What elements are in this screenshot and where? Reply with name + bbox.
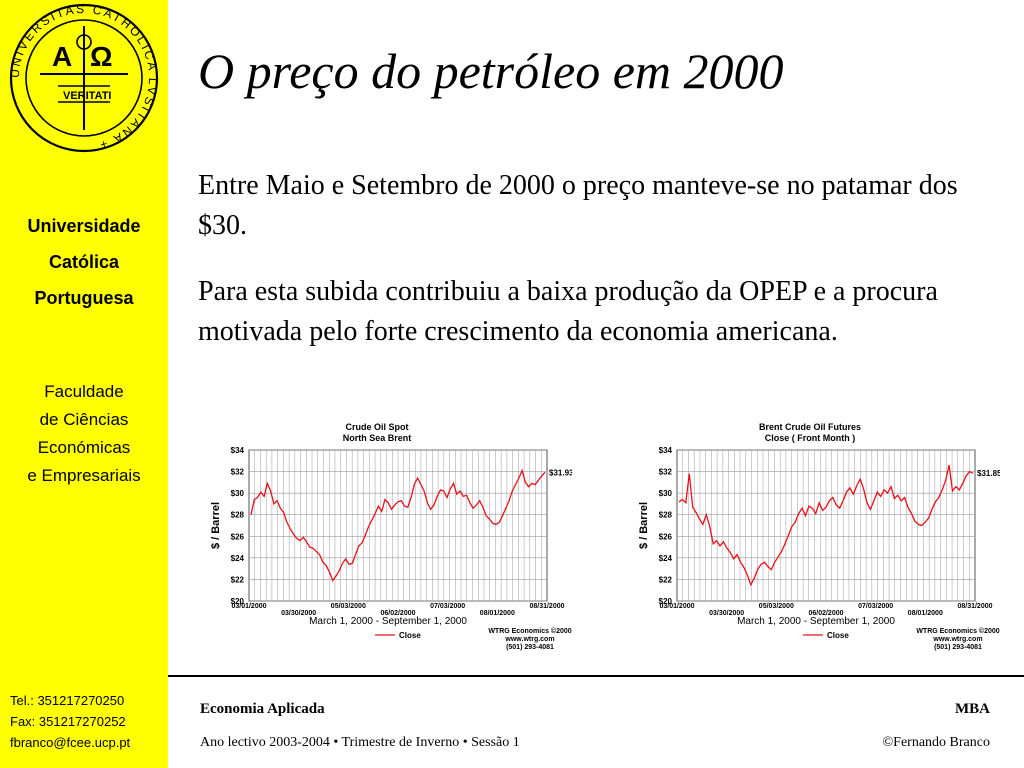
email-link[interactable]: fbranco@fcee.ucp.pt [10, 735, 131, 750]
x-tick-label: 06/02/2000 [808, 610, 843, 617]
source-credit: www.wtrg.com [932, 636, 982, 643]
source-credit: www.wtrg.com [504, 636, 554, 643]
svg-text:VERITATI: VERITATI [63, 90, 111, 102]
x-tick-label: 03/01/2000 [231, 603, 266, 610]
y-tick-label: $22 [659, 575, 673, 584]
university-seal-logo: UNIVERSITAS CATHOLICA LVSITANA + A Ω VER… [8, 2, 159, 152]
faculty-name: Faculdade de Ciências Económicas e Empre… [0, 378, 168, 490]
source-credit: WTRG Economics ©2000 [916, 627, 999, 635]
x-tick-label: 05/03/2000 [331, 603, 366, 610]
legend-label: Close [827, 631, 849, 640]
university-name: Universidade Católica Portuguesa [0, 208, 168, 316]
svg-text:A: A [52, 41, 72, 72]
sidebar: UNIVERSITAS CATHOLICA LVSITANA + A Ω VER… [0, 0, 168, 768]
paragraph: Para esta subida contribuiu a baixa prod… [198, 276, 938, 347]
x-tick-label: 03/30/2000 [709, 610, 744, 617]
y-tick-label: $34 [231, 446, 245, 455]
y-axis-label: $ / Barrel [638, 502, 650, 549]
x-tick-label: 03/30/2000 [281, 610, 316, 617]
footer-divider [168, 675, 1024, 677]
chart-subtitle: Close ( Front Month ) [765, 433, 855, 443]
fax: Fax: 351217270252 [10, 714, 126, 729]
y-tick-label: $26 [659, 532, 673, 541]
y-tick-label: $20 [659, 597, 673, 606]
y-tick-label: $30 [659, 489, 673, 498]
footer-author: ©Fernando Branco [882, 735, 990, 750]
series-line-close [250, 468, 546, 582]
chart-subtitle: North Sea Brent [343, 433, 412, 443]
end-value-label: $31.93 [549, 468, 572, 477]
university-line: Portuguesa [34, 288, 134, 308]
faculty-line: Económicas [37, 438, 131, 457]
x-tick-label: 08/01/2000 [908, 610, 943, 617]
source-credit: (501) 293-4081 [506, 644, 554, 651]
x-tick-label: 08/31/2000 [957, 603, 992, 610]
faculty-line: Faculdade [44, 382, 124, 401]
y-tick-label: $30 [231, 489, 245, 498]
x-tick-label: 06/02/2000 [380, 610, 415, 617]
chart-title: Brent Crude Oil Futures [759, 422, 861, 432]
x-tick-label: 03/01/2000 [659, 603, 694, 610]
y-tick-label: $26 [231, 532, 245, 541]
chart-title: Crude Oil Spot [346, 422, 409, 432]
university-line: Universidade [27, 216, 141, 236]
x-axis-label: March 1, 2000 - September 1, 2000 [737, 616, 895, 627]
contact-info: Tel.: 351217270250 Fax: 351217270252 fbr… [10, 690, 130, 753]
x-axis-label: March 1, 2000 - September 1, 2000 [309, 616, 467, 627]
y-tick-label: $34 [659, 446, 673, 455]
series-line-close [678, 464, 974, 587]
svg-text:Ω: Ω [90, 41, 112, 72]
footer-program: MBA [955, 701, 990, 717]
end-value-label: $31.85 [977, 469, 1000, 478]
x-tick-label: 07/03/2000 [858, 603, 893, 610]
x-tick-label: 08/01/2000 [480, 610, 515, 617]
x-tick-label: 08/31/2000 [529, 603, 564, 610]
y-tick-label: $24 [659, 554, 673, 563]
y-tick-label: $32 [231, 468, 245, 477]
y-tick-label: $28 [231, 511, 245, 520]
x-tick-label: 05/03/2000 [759, 603, 794, 610]
university-line: Católica [48, 252, 120, 272]
faculty-line: e Empresariais [27, 466, 141, 485]
x-tick-label: 07/03/2000 [430, 603, 465, 610]
slide-title: O preço do petróleo em 2000 [198, 43, 784, 99]
legend-label: Close [399, 631, 421, 640]
footer-session: Ano lectivo 2003-2004 • Trimestre de Inv… [200, 735, 520, 750]
y-axis-label: $ / Barrel [210, 502, 222, 549]
y-tick-label: $20 [231, 597, 245, 606]
footer-course: Economia Aplicada [200, 701, 325, 717]
paragraph: Entre Maio e Setembro de 2000 o preço ma… [198, 170, 958, 241]
y-tick-label: $28 [659, 511, 673, 520]
phone: Tel.: 351217270250 [10, 693, 125, 708]
source-credit: (501) 293-4081 [934, 644, 982, 651]
y-tick-label: $32 [659, 468, 673, 477]
y-tick-label: $22 [231, 575, 245, 584]
source-credit: WTRG Economics ©2000 [488, 627, 571, 635]
faculty-line: de Ciências [39, 410, 129, 429]
y-tick-label: $24 [231, 554, 245, 563]
